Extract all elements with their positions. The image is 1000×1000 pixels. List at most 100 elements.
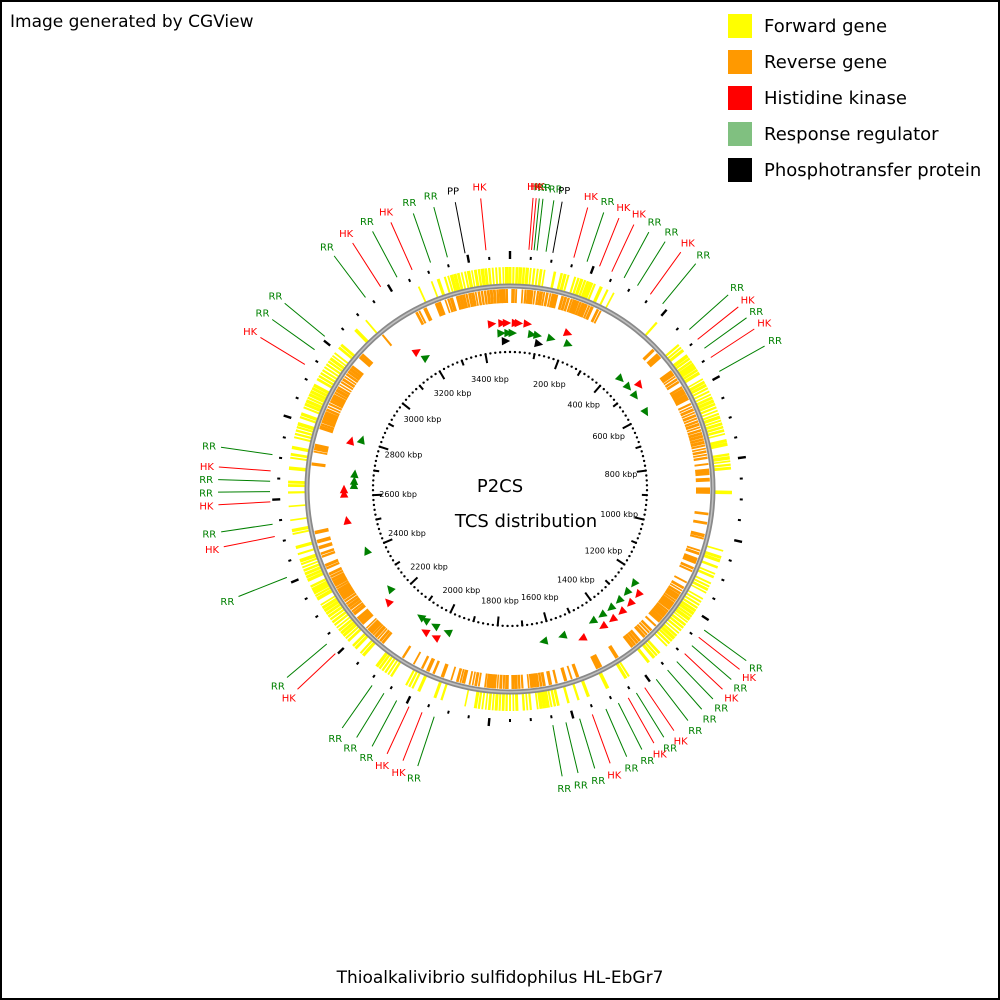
tcs-label: RR bbox=[730, 283, 744, 294]
tcs-label: PP bbox=[447, 186, 459, 197]
gene-feature bbox=[496, 674, 500, 689]
gene-feature bbox=[464, 689, 470, 707]
gene-feature bbox=[318, 542, 333, 550]
gene-feature bbox=[312, 583, 330, 595]
gene-feature bbox=[351, 365, 364, 377]
outer-tick bbox=[712, 597, 716, 601]
outer-tick bbox=[675, 647, 680, 651]
gene-feature bbox=[401, 645, 412, 659]
gene-feature bbox=[340, 620, 356, 635]
ruler-dot bbox=[563, 613, 567, 616]
gene-feature bbox=[557, 295, 565, 310]
tcs-label: RR bbox=[749, 307, 763, 318]
tcs-marker bbox=[343, 515, 352, 526]
gene-feature bbox=[534, 268, 539, 286]
gene-feature bbox=[303, 563, 320, 572]
tcs-callout-line bbox=[284, 302, 326, 337]
gene-feature bbox=[342, 378, 356, 389]
gene-feature bbox=[704, 419, 722, 427]
tcs-label: HK bbox=[200, 462, 215, 473]
tcs-marker bbox=[431, 623, 441, 632]
gene-feature bbox=[590, 308, 600, 323]
ruler-dot bbox=[372, 503, 376, 507]
gene-feature bbox=[455, 668, 463, 683]
gene-feature bbox=[323, 600, 340, 613]
gene-feature bbox=[676, 360, 693, 373]
tcs-callout-line bbox=[627, 697, 655, 744]
gene-feature bbox=[661, 594, 675, 606]
tcs-label: RR bbox=[663, 743, 677, 754]
tcs-marker bbox=[349, 480, 359, 490]
gene-feature bbox=[654, 603, 668, 616]
gene-feature bbox=[461, 669, 469, 684]
gene-feature bbox=[349, 367, 363, 379]
outer-tick bbox=[550, 259, 553, 263]
outer-tick bbox=[327, 631, 331, 636]
gene-feature bbox=[566, 298, 573, 313]
outer-tick bbox=[644, 299, 648, 304]
gene-feature bbox=[569, 276, 577, 294]
ruler-dot bbox=[462, 616, 466, 620]
gene-feature bbox=[456, 272, 464, 290]
gene-feature bbox=[592, 285, 603, 303]
outer-tick bbox=[427, 270, 431, 275]
gene-feature bbox=[667, 585, 682, 595]
gene-feature bbox=[633, 625, 646, 639]
gene-feature bbox=[477, 691, 483, 709]
gene-feature bbox=[675, 357, 691, 370]
tcs-marker bbox=[532, 330, 542, 339]
gene-feature bbox=[491, 267, 495, 285]
ruler-label: 1200 kbp bbox=[585, 547, 623, 556]
gene-feature bbox=[622, 634, 634, 649]
ruler-tick bbox=[543, 612, 548, 622]
legend-label: Forward gene bbox=[764, 15, 888, 37]
ruler-dot bbox=[434, 372, 437, 376]
gene-feature bbox=[636, 623, 648, 636]
ruler-dot bbox=[574, 367, 578, 371]
tcs-callout-line bbox=[333, 255, 366, 298]
gene-feature bbox=[340, 587, 354, 598]
gene-feature bbox=[659, 596, 673, 609]
gene-feature bbox=[667, 618, 682, 632]
tcs-label: RR bbox=[343, 744, 357, 755]
ruler-dot bbox=[583, 372, 586, 376]
tcs-callout-line bbox=[545, 200, 555, 252]
ruler-dot bbox=[641, 523, 644, 526]
outer-tick bbox=[570, 264, 573, 268]
ruler-dot bbox=[591, 378, 594, 381]
tcs-callout-line bbox=[372, 231, 398, 278]
legend-item: Reverse gene bbox=[728, 44, 981, 80]
tcs-callout-line bbox=[218, 479, 271, 482]
gene-feature bbox=[666, 587, 680, 598]
gene-feature bbox=[625, 633, 637, 646]
gene-feature bbox=[323, 413, 338, 423]
tcs-label: HK bbox=[392, 768, 407, 779]
gene-feature bbox=[644, 641, 658, 657]
tcs-callout-line bbox=[644, 687, 675, 731]
tcs-label: RR bbox=[220, 597, 234, 608]
ruler-dot bbox=[624, 414, 627, 417]
gene-feature bbox=[486, 673, 492, 688]
gene-feature bbox=[697, 569, 715, 579]
gene-feature bbox=[547, 690, 553, 708]
ruler-dot bbox=[606, 391, 609, 394]
ruler-tick bbox=[428, 595, 434, 601]
gene-feature bbox=[314, 443, 329, 451]
tcs-callout-line bbox=[599, 217, 620, 267]
ruler-dot bbox=[379, 532, 382, 535]
gene-feature bbox=[681, 411, 696, 419]
gene-feature bbox=[590, 655, 600, 670]
tcs-callout-line bbox=[454, 202, 466, 254]
ruler-dot bbox=[381, 436, 385, 439]
gene-feature bbox=[359, 639, 373, 654]
ruler-tick bbox=[496, 616, 500, 626]
tcs-marker bbox=[546, 333, 556, 342]
gene-feature bbox=[492, 674, 498, 689]
tcs-label: RR bbox=[648, 218, 662, 229]
tcs-label: RR bbox=[202, 441, 216, 452]
gene-feature bbox=[688, 380, 706, 392]
gene-feature bbox=[674, 608, 691, 621]
ruler-label: 3000 kbp bbox=[404, 415, 442, 424]
gene-feature bbox=[566, 665, 573, 680]
gene-feature bbox=[525, 289, 531, 304]
